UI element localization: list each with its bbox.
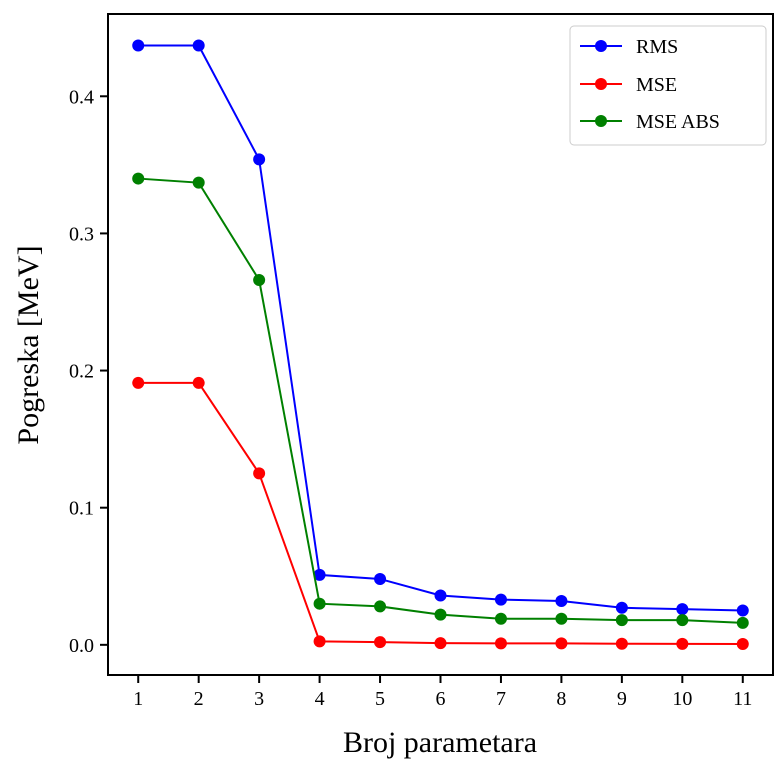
data-point-rms [192,39,205,52]
data-point-mse-abs [615,614,628,627]
data-point-mse [615,637,628,650]
data-point-mse [494,637,507,650]
data-point-rms [132,39,145,52]
series-mse-abs [132,172,749,629]
data-point-mse-abs [253,274,266,287]
x-axis-ticks: 1 2 3 4 5 6 7 8 9 10 11 [133,675,752,710]
x-tick-label: 1 [133,688,143,710]
x-tick-label: 9 [617,688,627,710]
y-tick-label: 0.4 [69,86,94,108]
data-point-rms [434,589,447,602]
data-point-mse [555,637,568,650]
x-tick-label: 2 [194,688,204,710]
data-point-mse [676,637,689,650]
x-axis-label: Broj parametara [343,726,537,759]
series-mse [132,376,749,651]
data-point-rms [313,568,326,581]
y-tick-label: 0.3 [69,223,94,245]
legend-marker-rms [595,40,607,52]
y-tick-label: 0.0 [69,635,94,657]
y-tick-label: 0.2 [69,361,94,383]
series-rms [132,39,749,617]
x-tick-label: 6 [436,688,446,710]
legend-label-mse-abs: MSE ABS [636,111,720,133]
x-tick-label: 5 [375,688,385,710]
x-tick-label: 3 [254,688,264,710]
data-point-mse-abs [374,600,387,613]
data-point-rms [736,604,749,617]
x-tick-label: 11 [733,688,752,710]
legend-box [569,25,767,146]
legend-marker-mse [595,78,607,90]
x-tick-label: 7 [496,688,506,710]
y-tick-label: 0.1 [69,498,94,520]
series-line-mse-abs [138,177,743,624]
y-axis-label: Pogreska [MeV] [12,245,45,444]
series-line-mse [138,381,743,646]
data-point-mse [313,635,326,648]
data-point-rms [555,594,568,607]
data-point-mse-abs [132,172,145,185]
x-tick-label: 10 [672,688,692,710]
data-point-mse [192,376,205,389]
data-point-rms [615,601,628,614]
legend-marker-mse-abs [595,115,607,127]
data-point-mse [374,636,387,649]
data-point-mse-abs [555,612,568,625]
data-point-mse-abs [192,176,205,189]
data-point-rms [253,153,266,166]
data-point-mse [736,638,749,651]
x-tick-label: 4 [315,688,325,710]
data-point-mse-abs [434,608,447,621]
legend-label-mse: MSE [636,74,677,96]
series-layer [132,39,749,651]
legend: RMS MSE MSE ABS [569,25,767,146]
data-point-rms [676,603,689,616]
data-point-mse [253,467,266,480]
data-point-rms [374,573,387,586]
x-tick-label: 8 [556,688,566,710]
data-point-mse [434,637,447,650]
data-point-mse-abs [736,616,749,629]
data-point-mse [132,376,145,389]
data-point-mse-abs [494,612,507,625]
data-point-rms [494,593,507,606]
data-point-mse-abs [676,614,689,627]
y-axis-ticks: 0.0 0.1 0.2 0.3 0.4 [69,86,108,657]
legend-label-rms: RMS [636,36,678,58]
data-point-mse-abs [313,597,326,610]
